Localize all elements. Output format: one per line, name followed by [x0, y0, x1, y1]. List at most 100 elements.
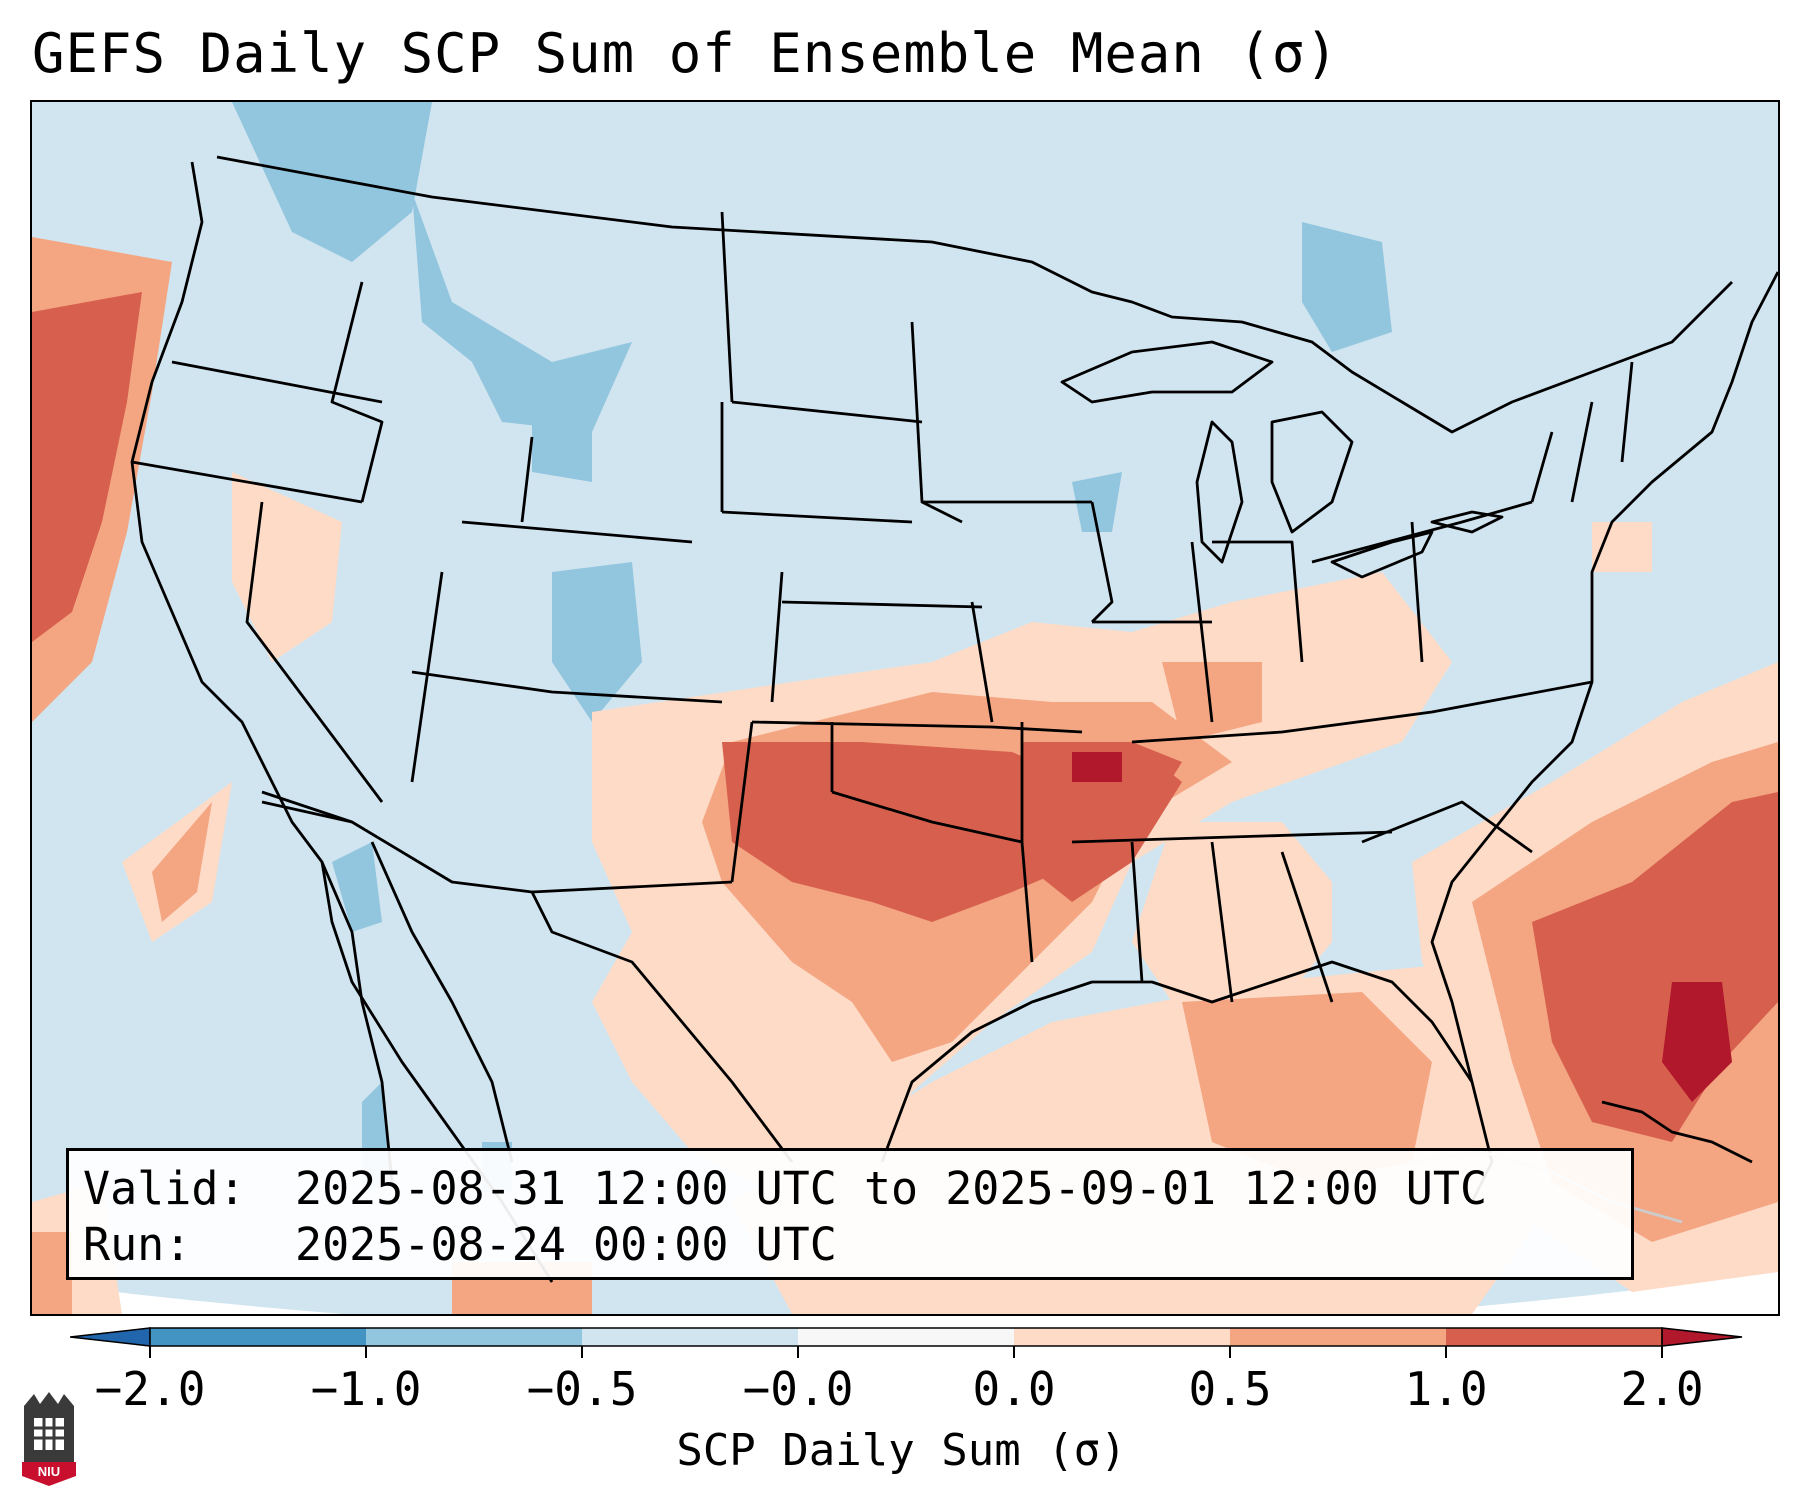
state-line	[531, 880, 733, 894]
state-line	[1212, 540, 1304, 663]
lake-superior	[1060, 340, 1274, 404]
colorbar-tick: −0.0	[742, 1362, 854, 1416]
lake-ontario	[1430, 510, 1504, 534]
colorbar	[70, 1327, 1743, 1358]
state-line	[1280, 851, 1334, 1003]
state-line	[411, 670, 723, 704]
patch-idaho-wa	[232, 102, 432, 262]
state-line	[731, 400, 923, 424]
state-line	[261, 800, 353, 824]
patch-arkansas-core	[1072, 752, 1122, 782]
colorbar-extend-high	[1661, 1327, 1743, 1347]
state-line	[1090, 501, 1114, 623]
colorbar-segment	[798, 1328, 1014, 1346]
colorbar-segment	[1230, 1328, 1446, 1346]
valid-value: 2025-08-31 12:00 UTC to 2025-09-01 12:00…	[295, 1162, 1488, 1215]
state-line	[1190, 541, 1214, 723]
patch-pacific-sw-core	[152, 802, 212, 922]
state-line	[410, 571, 444, 783]
state-line	[245, 501, 384, 803]
patch-wisconsin	[1072, 472, 1122, 532]
colorbar-segment	[1014, 1328, 1230, 1346]
anomaly-patches	[32, 102, 1778, 1314]
state-line	[1361, 800, 1533, 854]
off-domain-area	[32, 1272, 1778, 1314]
colorbar-tick: −0.5	[526, 1362, 638, 1416]
state-line	[1020, 722, 1034, 963]
colorbar-segment	[150, 1328, 366, 1346]
patch-atlantic-max	[1662, 982, 1732, 1102]
colorbar-tick: 1.0	[1404, 1362, 1488, 1416]
patch-southeast	[1132, 822, 1332, 1002]
run-label: Run:	[83, 1218, 192, 1271]
colorbar-outline	[149, 1327, 1663, 1347]
colorbar-label: SCP Daily Sum (σ)	[676, 1425, 1127, 1476]
state-line	[970, 601, 994, 723]
patch-pacific-nw-core	[32, 292, 142, 642]
map-canvas	[32, 102, 1778, 1314]
state-line	[770, 571, 784, 703]
patch-colorado	[552, 562, 642, 722]
state-line	[131, 460, 363, 504]
us-west-coast	[130, 161, 554, 1283]
valid-time-box: Valid: 2025-08-31 12:00 UTC to 2025-09-01…	[66, 1148, 1634, 1280]
patch-gulf-core	[1182, 992, 1432, 1182]
state-line	[1071, 830, 1393, 844]
colorbar-segment	[1446, 1328, 1662, 1346]
lake-michigan	[1195, 420, 1244, 564]
state-line	[831, 790, 1023, 844]
us-mexico-border	[261, 790, 794, 1163]
logo-text: NIU	[38, 1464, 60, 1479]
patch-ontario	[1302, 222, 1392, 352]
state-line	[171, 360, 383, 404]
state-line	[720, 211, 734, 403]
logo-window-grid	[34, 1418, 64, 1450]
logo-roof	[24, 1392, 74, 1406]
logo-shield	[22, 1462, 76, 1486]
gulf-coast	[880, 960, 1494, 1203]
map-panel	[30, 100, 1780, 1316]
valid-row: Valid: 2025-08-31 12:00 UTC to 2025-09-01…	[83, 1161, 1631, 1217]
lake-erie	[1330, 530, 1434, 579]
state-line	[781, 600, 983, 609]
state-line	[1620, 361, 1634, 463]
state-line	[1130, 841, 1144, 983]
colorbar-tick: −1.0	[310, 1362, 422, 1416]
colorbar-segment	[582, 1328, 798, 1346]
state-line	[1311, 500, 1533, 564]
state-line	[1530, 431, 1554, 503]
state-line	[330, 281, 384, 503]
state-line	[1131, 680, 1593, 744]
logo-window	[34, 1418, 64, 1450]
niu-logo: NIU	[22, 1392, 76, 1486]
run-row: Run: 2025-08-24 00:00 UTC	[83, 1217, 1631, 1273]
us-canada-border	[216, 155, 1733, 434]
patch-ozarks	[1022, 742, 1182, 902]
atlantic-coast	[1430, 271, 1778, 1083]
colorbar-extend-low	[70, 1327, 151, 1347]
valid-label: Valid:	[83, 1162, 246, 1215]
chart-title: GEFS Daily SCP Sum of Ensemble Mean (σ)	[32, 22, 1339, 85]
patch-kentucky	[1162, 662, 1262, 742]
state-line	[721, 510, 913, 524]
patch-caribbean-s2	[32, 1232, 72, 1314]
lake-huron	[1270, 410, 1354, 534]
state-line	[461, 520, 693, 544]
state-line	[1570, 401, 1594, 503]
mexico-coast	[370, 841, 514, 1163]
state-line	[520, 436, 534, 523]
state-line	[730, 721, 754, 883]
patch-wyoming	[532, 422, 592, 482]
state-line	[1210, 841, 1234, 1003]
colorbar-tick: 0.0	[972, 1362, 1056, 1416]
patch-montana	[412, 192, 632, 432]
baja-coast	[320, 861, 394, 1183]
bahamas	[1601, 1100, 1753, 1164]
colorbar-tick: 0.5	[1188, 1362, 1272, 1416]
run-value: 2025-08-24 00:00 UTC	[295, 1218, 837, 1271]
state-line	[1410, 521, 1424, 663]
colorbar-tick: −2.0	[94, 1362, 206, 1416]
patch-baja	[332, 842, 382, 932]
colorbar-tick: 2.0	[1620, 1362, 1704, 1416]
colorbar-segment	[366, 1328, 582, 1346]
